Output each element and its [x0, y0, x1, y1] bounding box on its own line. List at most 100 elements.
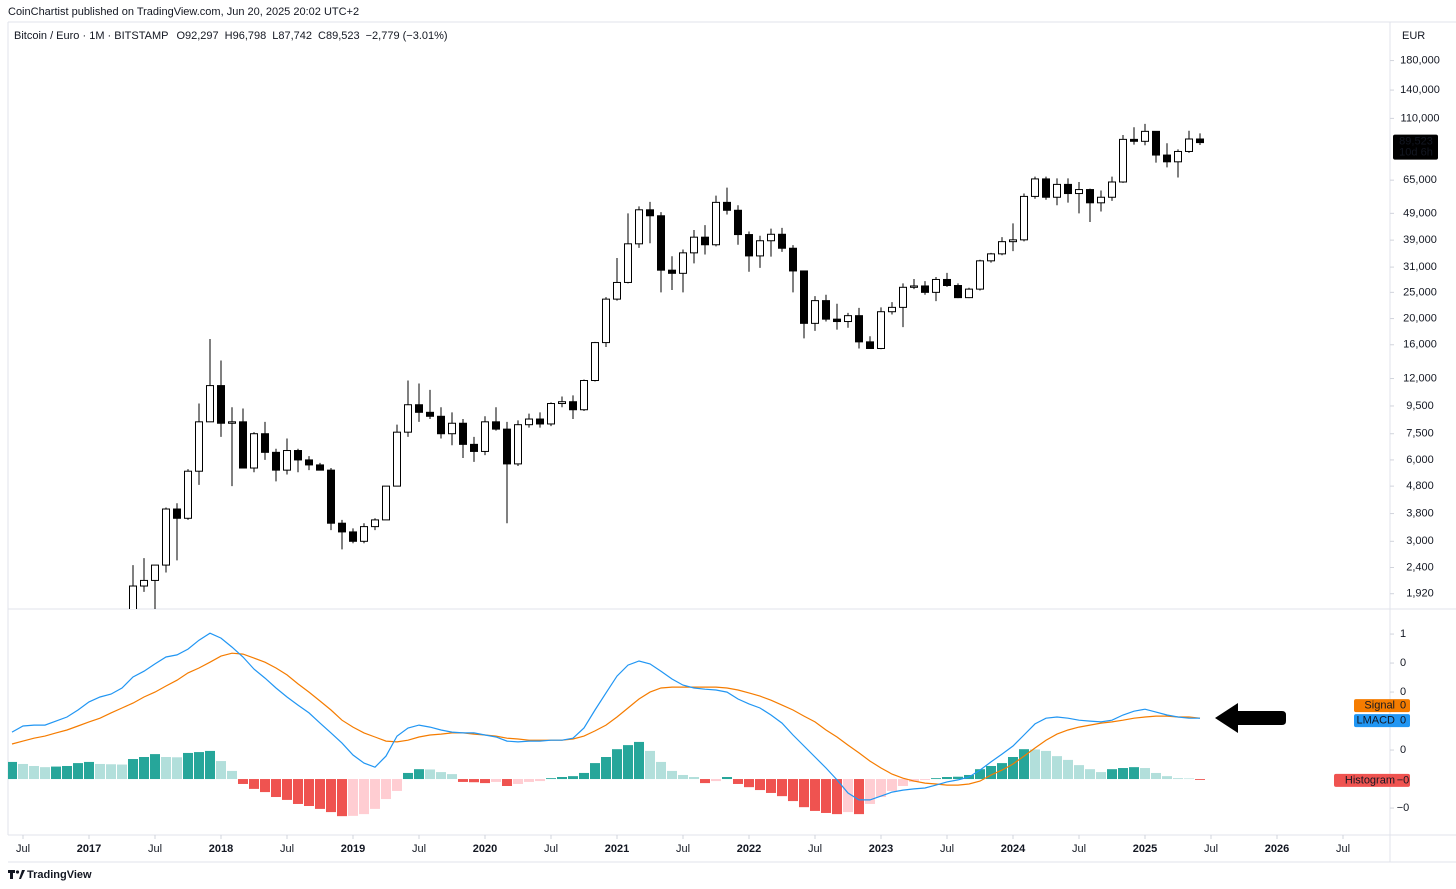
x-tick-label: Jul [940, 843, 954, 855]
histogram-bar [513, 779, 523, 784]
y-tick-label: 0 [1400, 686, 1406, 698]
candle-body [712, 201, 720, 246]
histogram-bar [1107, 769, 1117, 780]
candle-body [646, 209, 654, 217]
x-tick-label: Jul [1336, 843, 1350, 855]
histogram-bar [612, 749, 622, 780]
histogram-bar [491, 779, 501, 782]
histogram-bar [117, 764, 127, 780]
candle-body [316, 464, 324, 471]
histogram-bar [1052, 756, 1062, 780]
candle-body [844, 315, 852, 323]
y-tick-label: 2,400 [1406, 561, 1434, 573]
histogram-bar [1008, 757, 1018, 780]
change: −2,779 (−3.01%) [366, 30, 448, 42]
histogram-bar [381, 779, 391, 800]
histogram-bar [744, 779, 754, 788]
x-tick-label: 2022 [737, 843, 761, 855]
candle-body [734, 209, 742, 236]
x-tick-label: Jul [1072, 843, 1086, 855]
histogram-bar [766, 779, 776, 793]
candle-body [866, 341, 874, 349]
x-tick-label: 2018 [209, 843, 233, 855]
candle-body [448, 422, 456, 435]
y-tick-label: 6,000 [1406, 454, 1434, 466]
histogram-bar [953, 776, 963, 780]
publisher: CoinChartist published on TradingView.co… [8, 6, 359, 18]
candle-body [701, 236, 709, 246]
candle-body [305, 459, 313, 466]
candle-body [459, 422, 467, 445]
histogram-bar [975, 769, 985, 780]
histogram-bar [414, 769, 424, 780]
x-tick-label: 2026 [1265, 843, 1289, 855]
legend: Bitcoin / Euro · 1M · BITSTAMP O92,297 H96… [14, 30, 448, 42]
symbol: Bitcoin / Euro · 1M · BITSTAMP [14, 30, 168, 42]
candle-body [503, 428, 511, 465]
candle-body [954, 285, 962, 299]
tag-value: 0 [1400, 715, 1406, 727]
histogram-bar [1151, 772, 1161, 780]
ohlc: O92,297 [176, 30, 218, 42]
candle-body [888, 306, 896, 313]
histogram-bar [469, 779, 479, 783]
candle-body [184, 470, 192, 519]
histogram-bar [876, 779, 886, 798]
y-tick-label: 1,920 [1406, 588, 1434, 600]
arrow [1215, 703, 1286, 733]
y-tick-label: 25,000 [1403, 286, 1437, 298]
tag-box [1354, 714, 1410, 728]
candle-body [525, 418, 533, 426]
candle-body [404, 404, 412, 433]
candle-body [1031, 178, 1039, 197]
price-pane [129, 123, 1204, 609]
histogram-bar [1030, 749, 1040, 780]
histogram-bar [656, 761, 666, 780]
histogram-bar [106, 764, 116, 780]
histogram-bar [634, 741, 644, 780]
x-tick-label: 2023 [869, 843, 893, 855]
histogram-bar [821, 779, 831, 813]
histogram-bar [645, 750, 655, 780]
histogram-bar [799, 779, 809, 808]
y-tick-label: 31,000 [1403, 261, 1437, 273]
indicator-line [11, 632, 1200, 801]
histogram-bar [304, 779, 314, 807]
histogram-bar [205, 750, 215, 780]
candle-body [987, 253, 995, 262]
y-tick-label: 7,500 [1406, 428, 1434, 440]
histogram-bar [260, 779, 270, 793]
histogram-bar [271, 779, 281, 798]
candle-body [591, 342, 599, 382]
histogram-bar [403, 772, 413, 780]
histogram-bar [40, 767, 50, 780]
y-tick-label: −0 [1397, 802, 1410, 814]
candle-body [261, 433, 269, 453]
candle-body [1009, 239, 1017, 243]
candle-body [679, 252, 687, 274]
macd-pane [8, 632, 1205, 817]
histogram-bar [183, 752, 193, 780]
histogram-bar [1096, 772, 1106, 780]
candle-body [382, 485, 390, 521]
candle-body [822, 300, 830, 320]
candle-body [965, 288, 973, 299]
histogram-bar [447, 774, 457, 780]
ohlc: L87,742 [272, 30, 312, 42]
y-tick-label: 180,000 [1400, 54, 1440, 66]
ohlc: H96,798 [225, 30, 267, 42]
histogram-bar [326, 779, 336, 813]
x-tick-label: Jul [676, 843, 690, 855]
candle-body [910, 285, 918, 288]
histogram-bar [1074, 765, 1084, 780]
candle-body [327, 469, 335, 524]
candle-body [272, 451, 280, 471]
tag-name: Histogram [1345, 774, 1395, 786]
histogram-bar [1019, 749, 1029, 780]
candle-body [393, 431, 401, 487]
histogram-bar [62, 765, 72, 780]
histogram-bar [282, 779, 292, 800]
histogram-bar [458, 779, 468, 782]
countdown: 10d 6h [1399, 146, 1433, 158]
histogram-bar [865, 779, 875, 804]
